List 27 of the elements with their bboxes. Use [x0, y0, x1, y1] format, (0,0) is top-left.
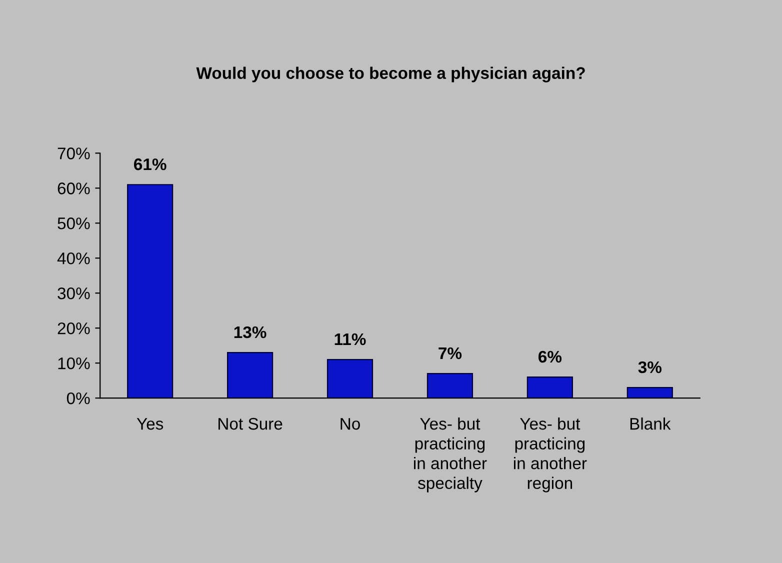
- y-tick-label: 40%: [57, 252, 90, 264]
- x-tick-label: Yes- but practicing in another region: [514, 417, 587, 492]
- y-tick-label: 50%: [58, 218, 90, 230]
- bar: [326, 359, 374, 398]
- bar: [626, 386, 673, 398]
- data-label: 6%: [538, 350, 562, 363]
- bar: [226, 352, 274, 398]
- y-tick-label: 0%: [66, 392, 90, 404]
- x-tick-label: Yes- but practicing in another specialty: [414, 417, 487, 492]
- x-tick-label: Not Sure: [218, 418, 282, 430]
- x-tick-label: Yes: [136, 418, 164, 430]
- bar: [526, 376, 573, 398]
- data-label: 7%: [438, 347, 462, 360]
- data-label: 11%: [334, 333, 366, 346]
- y-tick-label: 70%: [58, 148, 90, 160]
- y-tick-label: 20%: [58, 322, 90, 334]
- x-tick-label: No: [340, 418, 360, 430]
- y-tick-label: 60%: [58, 182, 90, 194]
- bar: [127, 184, 174, 398]
- bar: [426, 372, 474, 398]
- y-tick-label: 10%: [58, 357, 90, 370]
- data-label: 3%: [638, 361, 662, 374]
- x-tick-label: Blank: [630, 417, 671, 430]
- data-label: 13%: [234, 326, 266, 338]
- chart-title: Would you choose to become a physician again?: [196, 66, 585, 82]
- y-tick-label: 30%: [58, 287, 90, 300]
- data-label: 61%: [134, 158, 166, 170]
